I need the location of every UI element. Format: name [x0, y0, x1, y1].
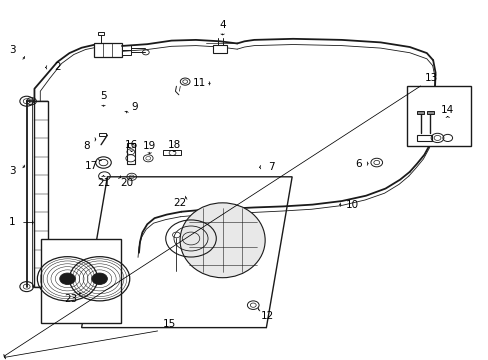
Text: 7: 7 — [267, 162, 274, 172]
Text: 13: 13 — [424, 73, 437, 83]
Bar — [98, 32, 104, 35]
Circle shape — [96, 276, 103, 282]
Bar — [416, 135, 431, 141]
Text: 10: 10 — [345, 199, 358, 210]
Text: 3: 3 — [9, 166, 15, 176]
Text: 4: 4 — [219, 19, 225, 30]
Bar — [407, 86, 469, 146]
Bar — [122, 50, 130, 55]
Text: 6: 6 — [355, 159, 361, 168]
Text: 20: 20 — [120, 177, 133, 188]
Bar — [34, 101, 48, 287]
Circle shape — [60, 273, 75, 284]
Bar — [163, 150, 181, 156]
Text: 5: 5 — [100, 91, 106, 101]
Text: 3: 3 — [9, 45, 15, 54]
Bar — [94, 43, 122, 57]
Text: 9: 9 — [132, 102, 138, 112]
Text: 18: 18 — [167, 140, 180, 150]
Bar — [41, 239, 121, 323]
Text: 15: 15 — [162, 319, 175, 329]
Text: 2: 2 — [54, 62, 61, 72]
Circle shape — [92, 273, 107, 284]
Text: 21: 21 — [97, 177, 110, 188]
Text: 1: 1 — [9, 217, 15, 228]
Text: 23: 23 — [63, 294, 77, 304]
Ellipse shape — [180, 203, 264, 278]
Text: 22: 22 — [173, 198, 186, 208]
Text: 17: 17 — [84, 161, 98, 171]
Bar — [122, 45, 130, 50]
Text: 16: 16 — [125, 140, 138, 150]
Text: 12: 12 — [261, 311, 274, 321]
Text: 11: 11 — [193, 78, 206, 89]
Bar — [426, 111, 433, 114]
Bar — [416, 111, 423, 114]
Text: 14: 14 — [440, 105, 453, 115]
Text: 8: 8 — [83, 141, 90, 151]
Circle shape — [63, 276, 71, 282]
Bar — [212, 45, 227, 53]
Bar — [99, 132, 106, 136]
Bar — [126, 143, 134, 163]
Text: 19: 19 — [143, 141, 156, 151]
